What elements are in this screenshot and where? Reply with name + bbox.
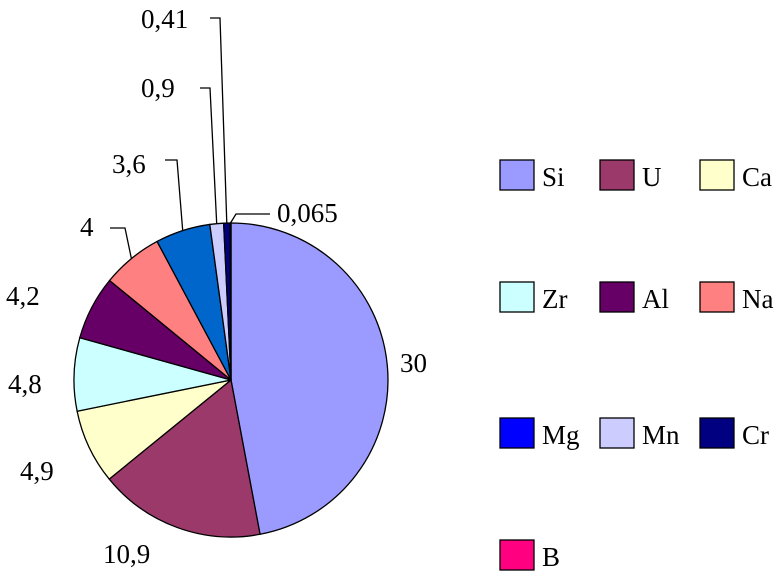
leader-line-mn [200, 87, 218, 224]
legend-item-u: U [599, 159, 662, 192]
leader-line-na [110, 227, 133, 259]
leader-line-mg [165, 159, 184, 231]
leader-line-b [229, 213, 270, 224]
leader-line-cr [210, 17, 228, 224]
data-label-si: 30 [400, 348, 427, 378]
legend-swatch-zr [499, 281, 535, 313]
data-label-mn: 0,9 [141, 73, 175, 103]
legend-label-si: Si [542, 162, 565, 192]
legend-item-si: Si [499, 159, 565, 192]
legend-label-mg: Mg [542, 420, 580, 450]
legend-item-cr: Cr [699, 417, 769, 450]
legend-item-na: Na [699, 281, 773, 314]
slice-si [230, 222, 389, 536]
data-label-na: 4 [80, 212, 94, 242]
legend: Si U Ca Zr Al Na Mg Mn Cr B [499, 159, 773, 572]
legend-swatch-mn [599, 417, 635, 449]
legend-swatch-al [599, 281, 635, 313]
legend-swatch-cr [699, 417, 735, 449]
data-label-b: 0,065 [277, 198, 338, 228]
legend-item-ca: Ca [699, 159, 772, 192]
legend-item-al: Al [599, 281, 669, 314]
legend-item-zr: Zr [499, 281, 567, 314]
legend-swatch-na [699, 281, 735, 313]
data-label-al: 4,2 [6, 281, 40, 311]
pie-slices [73, 222, 389, 538]
legend-label-u: U [642, 162, 662, 192]
legend-swatch-b [499, 539, 535, 571]
data-label-mg: 3,6 [112, 149, 146, 179]
data-labels: 30 10,9 4,9 4,8 4,2 4 3,6 0,9 0,41 0,065 [6, 4, 427, 569]
slice-u [108, 378, 261, 538]
data-label-zr: 4,8 [8, 369, 42, 399]
legend-label-na: Na [742, 284, 773, 314]
legend-swatch-si [499, 159, 535, 191]
legend-item-b: B [499, 539, 560, 572]
data-label-ca: 4,9 [20, 456, 54, 486]
legend-item-mg: Mg [499, 417, 580, 450]
legend-label-cr: Cr [742, 420, 769, 450]
legend-label-ca: Ca [742, 162, 772, 192]
legend-label-al: Al [642, 284, 669, 314]
legend-swatch-ca [699, 159, 735, 191]
legend-swatch-u [599, 159, 635, 191]
legend-item-mn: Mn [599, 417, 680, 450]
legend-label-b: B [542, 542, 560, 572]
data-label-u: 10,9 [103, 539, 150, 569]
legend-swatch-mg [499, 417, 535, 449]
legend-label-mn: Mn [642, 420, 680, 450]
legend-label-zr: Zr [542, 284, 567, 314]
leader-lines [110, 17, 270, 259]
data-label-cr: 0,41 [141, 4, 188, 34]
